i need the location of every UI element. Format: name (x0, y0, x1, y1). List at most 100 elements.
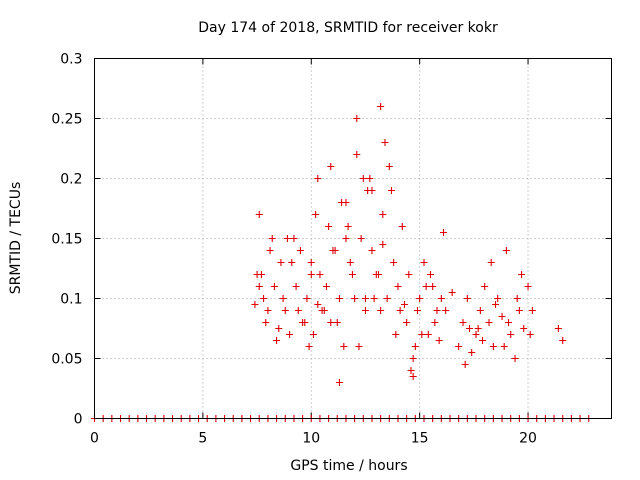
y-tick-label: 0.25 (51, 112, 82, 128)
data-point (409, 373, 417, 380)
data-point (329, 247, 337, 254)
data-point (301, 319, 309, 326)
data-point (461, 361, 469, 368)
data-point (476, 307, 484, 314)
data-point (394, 283, 402, 290)
data-point (353, 151, 361, 158)
data-point (348, 271, 356, 278)
data-point (429, 283, 437, 290)
data-point (472, 331, 480, 338)
data-point (377, 307, 385, 314)
y-tick-label: 0.1 (60, 292, 82, 308)
data-point (340, 343, 348, 350)
data-point (481, 283, 489, 290)
data-point (466, 325, 474, 332)
data-point (279, 295, 287, 302)
data-point (379, 211, 387, 218)
data-point (448, 289, 456, 296)
data-point (314, 301, 322, 308)
x-axis-ticks: 0 5 10 15 20 (90, 58, 537, 447)
data-point (507, 331, 515, 338)
data-point (286, 331, 294, 338)
data-point (424, 331, 432, 338)
data-point (407, 367, 415, 374)
y-tick-label: 0 (74, 412, 83, 428)
y-axis-label: SRMTID / TECUs (8, 182, 24, 295)
data-point (409, 355, 417, 362)
chart-title: Day 174 of 2018, SRMTID for receiver kok… (198, 20, 498, 36)
data-point (296, 247, 304, 254)
data-point (392, 331, 400, 338)
data-point (411, 343, 419, 350)
data-point (312, 211, 320, 218)
data-point (366, 175, 374, 182)
data-point (405, 271, 413, 278)
grid-lines (94, 58, 612, 419)
data-point (528, 307, 536, 314)
data-point (390, 259, 398, 266)
data-point (327, 319, 335, 326)
data-point (381, 139, 389, 146)
data-point (383, 295, 391, 302)
data-point (396, 307, 404, 314)
x-tick-label: 10 (302, 431, 320, 447)
data-point (361, 295, 369, 302)
y-tick-label: 0.15 (51, 232, 82, 248)
data-point (463, 295, 471, 302)
data-point (498, 313, 506, 320)
data-point (359, 175, 367, 182)
data-point (468, 349, 476, 356)
data-point (398, 223, 406, 230)
data-point (342, 235, 350, 242)
data-point (253, 271, 261, 278)
data-point (502, 247, 510, 254)
data-point (387, 187, 395, 194)
data-point (264, 307, 272, 314)
data-point (511, 355, 519, 362)
data-point (379, 241, 387, 248)
data-point (325, 223, 333, 230)
data-point (520, 325, 528, 332)
data-point (400, 301, 408, 308)
data-point (262, 319, 270, 326)
data-point (260, 295, 268, 302)
data-point (524, 283, 532, 290)
data-point (479, 337, 487, 344)
data-point (368, 187, 376, 194)
y-axis-ticks: 0 0.05 0.1 0.15 0.2 0.25 0.3 (51, 52, 612, 428)
data-point (270, 283, 278, 290)
data-point (273, 337, 281, 344)
data-point (513, 295, 521, 302)
data-point (377, 103, 385, 110)
data-point (288, 259, 296, 266)
data-point (338, 199, 346, 206)
data-point (422, 283, 430, 290)
data-point (275, 325, 283, 332)
data-point (554, 325, 562, 332)
data-point (368, 247, 376, 254)
data-point (437, 295, 445, 302)
x-tick-label: 15 (411, 431, 429, 447)
data-point (344, 223, 352, 230)
data-point (505, 319, 513, 326)
data-point (500, 343, 508, 350)
data-point (353, 115, 361, 122)
data-point (314, 175, 322, 182)
data-point (307, 259, 315, 266)
data-point (435, 337, 443, 344)
data-point (487, 259, 495, 266)
data-point (327, 163, 335, 170)
data-point (255, 211, 263, 218)
data-point (433, 307, 441, 314)
x-axis-label: GPS time / hours (290, 458, 407, 474)
data-point (485, 319, 493, 326)
x-tick-label: 5 (198, 431, 207, 447)
data-point (335, 295, 343, 302)
data-point (292, 283, 300, 290)
data-point (318, 307, 326, 314)
data-point (307, 271, 315, 278)
data-point (515, 307, 523, 314)
data-point (518, 271, 526, 278)
data-point (281, 307, 289, 314)
